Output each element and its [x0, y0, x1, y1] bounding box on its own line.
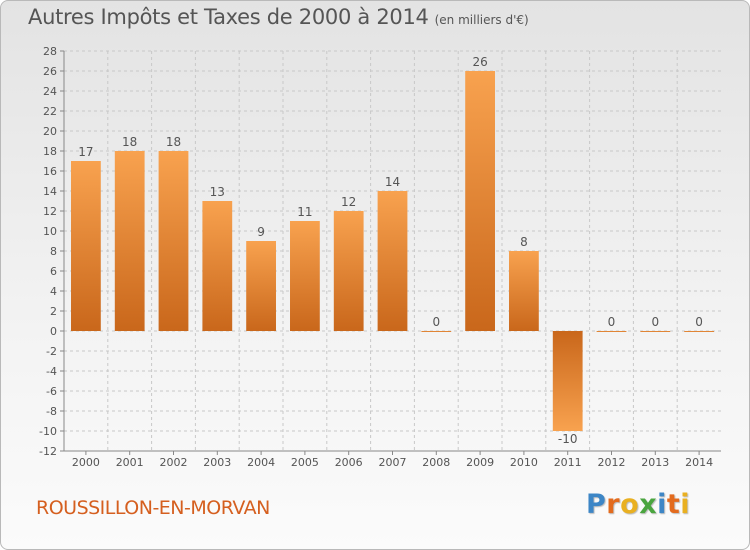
y-tick-label: 22: [43, 105, 57, 118]
logo-letter: t: [666, 489, 681, 520]
bar-value-label: 8: [520, 235, 528, 249]
y-tick-label: -2: [46, 345, 57, 358]
y-tick-label: -6: [46, 385, 57, 398]
proxiti-logo: Proxiti: [586, 489, 690, 520]
chart-title-main: Autres Impôts et Taxes de 2000 à 2014: [28, 5, 429, 29]
x-tick-label: 2014: [685, 456, 713, 469]
bar: [202, 201, 233, 331]
y-tick-label: 14: [43, 185, 57, 198]
y-tick-label: 16: [43, 165, 57, 178]
bar-value-label: 0: [608, 315, 616, 329]
logo-letter: r: [606, 489, 621, 520]
commune-name: ROUSSILLON-EN-MORVAN: [36, 497, 270, 519]
bar: [114, 151, 145, 331]
x-tick-label: 2012: [598, 456, 626, 469]
x-tick-label: 2011: [554, 456, 582, 469]
x-tick-label: 2007: [379, 456, 407, 469]
y-tick-label: -8: [46, 405, 57, 418]
x-tick-label: 2009: [466, 456, 494, 469]
x-tick-label: 2000: [72, 456, 100, 469]
x-tick-label: 2004: [247, 456, 275, 469]
bar: [509, 251, 539, 331]
x-tick-label: 2005: [291, 456, 319, 469]
x-tick-label: 2002: [160, 456, 188, 469]
y-tick-label: 0: [50, 325, 57, 338]
bar-value-label: 0: [651, 315, 659, 329]
bar-value-label: 11: [297, 205, 312, 219]
y-tick-label: -10: [39, 425, 57, 438]
bar: [421, 331, 452, 332]
bar-value-label: 0: [695, 315, 703, 329]
y-tick-label: 2: [50, 305, 57, 318]
chart-title-unit: (en milliers d'€): [434, 13, 529, 27]
y-tick-label: 24: [43, 85, 57, 98]
logo-letter: x: [639, 489, 658, 520]
bar-value-label: -10: [558, 432, 578, 446]
bar-value-label: 13: [210, 185, 225, 199]
y-tick-label: 12: [43, 205, 57, 218]
y-tick-label: 18: [43, 145, 57, 158]
bar: [290, 221, 320, 331]
bar-value-label: 18: [122, 135, 137, 149]
bar-value-label: 14: [385, 175, 400, 189]
y-tick-label: 4: [50, 285, 57, 298]
logo-letter: i: [680, 489, 691, 520]
bar-value-label: 12: [341, 195, 356, 209]
y-tick-label: 10: [43, 225, 57, 238]
bar: [246, 241, 276, 331]
x-tick-label: 2008: [422, 456, 450, 469]
bar: [333, 211, 364, 331]
y-tick-label: 6: [50, 265, 57, 278]
chart-title: Autres Impôts et Taxes de 2000 à 2014 (en…: [28, 5, 529, 29]
y-tick-label: 20: [43, 125, 57, 138]
x-tick-label: 2001: [116, 456, 144, 469]
y-tick-label: -4: [46, 365, 57, 378]
logo-letter: i: [657, 489, 667, 520]
bar: [465, 71, 495, 331]
bar: [684, 331, 714, 332]
x-tick-label: 2006: [335, 456, 363, 469]
x-tick-label: 2003: [203, 456, 231, 469]
bar: [640, 331, 671, 332]
bar-value-label: 9: [257, 225, 265, 239]
bar: [377, 191, 408, 331]
bar: [596, 331, 627, 332]
y-tick-label: 8: [50, 245, 57, 258]
bar-value-label: 17: [78, 145, 93, 159]
bar: [71, 161, 101, 331]
logo-letter: o: [620, 489, 640, 520]
bar-value-label: 18: [166, 135, 181, 149]
x-tick-label: 2013: [641, 456, 669, 469]
x-tick-label: 2010: [510, 456, 538, 469]
y-tick-label: 26: [43, 65, 57, 78]
y-tick-label: -12: [39, 445, 57, 458]
logo-letter: P: [586, 489, 607, 520]
bar: [158, 151, 189, 331]
bar-value-label: 26: [472, 55, 487, 69]
y-tick-label: 28: [43, 45, 57, 58]
bar-value-label: 0: [432, 315, 440, 329]
bar: [552, 331, 583, 431]
